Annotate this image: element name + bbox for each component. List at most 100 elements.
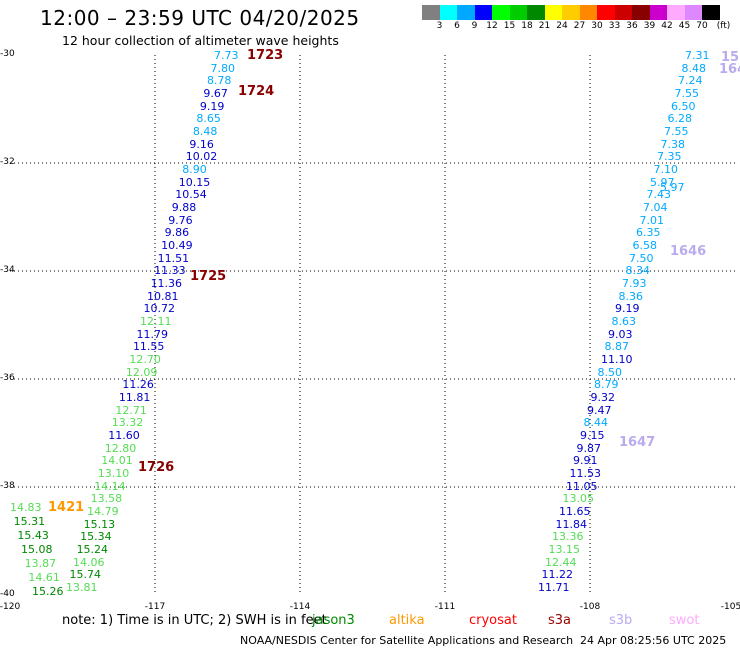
pass-label-1725: 1725	[190, 269, 227, 284]
colorbar-cell	[422, 5, 440, 20]
wave-height-value: 9.47	[587, 403, 612, 417]
pass-label-15: 15	[721, 50, 740, 65]
satellite-legend-s3a: s3a	[548, 613, 572, 628]
wave-height-value: 7.55	[674, 87, 700, 100]
wave-height-value: 11.22	[541, 568, 574, 582]
units-note: note: 1) Time is in UTC; 2) SWH is in fe…	[62, 613, 327, 628]
map-subtitle: 12 hour collection of altimeter wave hei…	[62, 33, 339, 48]
wave-height-value: 8.79	[594, 378, 619, 392]
colorbar-cell	[474, 5, 492, 20]
wave-height-value: 12.70	[129, 353, 161, 366]
satellite-legend-swot: swot	[669, 613, 700, 628]
satellite-legend-cryosat: cryosat	[469, 613, 517, 628]
wave-height-value: 11.05	[566, 479, 598, 493]
wave-height-value: 13.36	[552, 530, 584, 544]
colorbar-label: 18	[521, 21, 533, 31]
extra-observation: 5.97	[660, 181, 685, 194]
colorbar-label: 45	[678, 21, 691, 31]
wave-height-value: 11.60	[108, 429, 140, 442]
wave-height-value: 15.24	[76, 543, 109, 556]
wave-height-value: 13.87	[24, 557, 57, 570]
wave-height-value: 7.80	[210, 61, 235, 75]
wave-height-value: 9.87	[576, 441, 602, 455]
pass-label-1421: 1421	[48, 500, 85, 515]
colorbar-label: 9	[471, 21, 478, 31]
wave-height-value: 12.80	[104, 441, 137, 455]
wave-height-value: 14.14	[94, 479, 126, 493]
wave-height-value: 6.28	[667, 112, 693, 126]
wave-height-value: 8.50	[597, 365, 623, 379]
wave-height-value: 7.73	[214, 49, 239, 62]
wave-height-value: 7.50	[629, 251, 654, 265]
wave-height-value: 13.15	[548, 543, 581, 556]
wave-height-value: 9.19	[199, 99, 225, 113]
wave-height-value: 11.71	[538, 581, 570, 594]
wave-height-value: 7.10	[653, 163, 679, 176]
wave-height-value: 6.58	[632, 239, 658, 252]
colorbar-label: (ft)	[716, 21, 731, 31]
latitude-label: -38	[0, 481, 15, 491]
wave-height-value: 11.84	[555, 517, 588, 531]
wave-height-value: 7.24	[678, 74, 703, 88]
wave-height-value: 8.65	[196, 112, 221, 126]
colorbar-cell	[632, 5, 650, 20]
wave-height-value: 7.93	[622, 277, 647, 290]
longitude-label: -108	[579, 602, 601, 612]
longitude-label: -117	[144, 602, 166, 612]
wave-height-value: 15.74	[69, 568, 102, 582]
latitude-label: -40	[0, 589, 15, 599]
wave-height-value: 13.58	[90, 492, 123, 506]
wave-height-value: 8.48	[192, 125, 218, 138]
wave-height-value: 13.81	[66, 581, 98, 594]
wave-height-value: 9.15	[580, 429, 605, 442]
latitude-label: -36	[0, 373, 15, 383]
pass-label-164: 164	[719, 62, 740, 77]
wave-height-value: 9.19	[615, 302, 640, 316]
wave-height-value: 12.09	[125, 365, 158, 379]
wave-height-value: 5.97	[650, 175, 675, 189]
wave-height-value: 7.43	[646, 188, 672, 202]
colorbar-label: 33	[608, 21, 621, 31]
pass-label-1724: 1724	[238, 84, 275, 99]
wave-height-value: 8.36	[618, 289, 644, 303]
pass-label-1647: 1647	[619, 435, 656, 450]
satellite-legend-jason3: jason3	[312, 613, 355, 628]
wave-height-value: 15.13	[83, 517, 116, 531]
wave-height-value: 10.54	[175, 188, 207, 202]
wave-height-value: 11.36	[150, 277, 183, 290]
colorbar-cell	[439, 5, 457, 20]
wave-height-value: 13.32	[111, 416, 144, 430]
colorbar-label: 70	[696, 21, 708, 31]
colorbar-label: 27	[573, 21, 586, 31]
pass-label-1723: 1723	[247, 48, 284, 63]
wave-height-value: 15.31	[13, 515, 46, 528]
latitude-label: -30	[0, 49, 15, 59]
colorbar-label: 15	[503, 21, 516, 31]
wave-height-value: 6.50	[671, 99, 696, 113]
pass-label-1726: 1726	[138, 460, 175, 475]
wave-height-value: 14.83	[10, 501, 42, 514]
wave-height-value: 10.02	[185, 150, 218, 164]
colorbar-cell	[684, 5, 702, 20]
colorbar-cell	[457, 5, 475, 20]
colorbar-label: 24	[556, 21, 568, 31]
map-title: 12:00 – 23:59 UTC 04/20/2025	[40, 6, 360, 30]
wave-height-value: 15.43	[17, 529, 49, 542]
wave-height-value: 11.33	[154, 264, 186, 278]
wave-height-value: 7.35	[657, 150, 682, 164]
wave-height-value: 9.32	[590, 391, 616, 404]
wave-height-value: 15.34	[80, 530, 112, 544]
colorbar-cell	[492, 5, 510, 20]
wave-height-value: 10.72	[143, 302, 176, 316]
colorbar-label: 12	[486, 21, 498, 31]
wave-height-value: 9.76	[168, 213, 193, 227]
longitude-label: -111	[434, 602, 456, 612]
wave-height-value: 15.26	[32, 585, 64, 598]
wave-height-value: 14.06	[73, 555, 105, 569]
wave-height-value: 9.03	[608, 327, 633, 341]
wave-height-value: 7.31	[685, 49, 710, 62]
longitude-label: -105	[720, 602, 740, 612]
wave-height-value: 10.81	[147, 289, 179, 303]
wave-height-value: 11.53	[569, 467, 602, 480]
